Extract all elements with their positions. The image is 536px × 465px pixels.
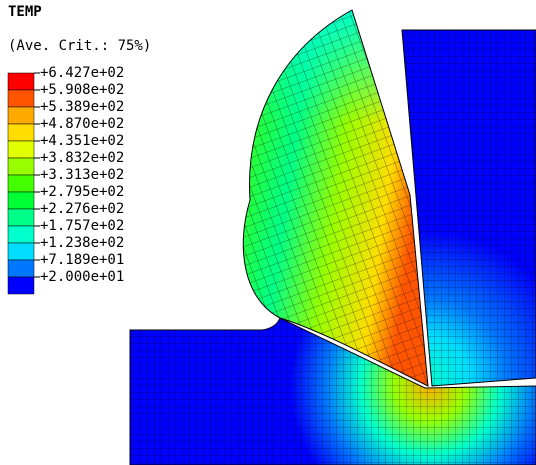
- legend-swatch: [7, 157, 35, 176]
- legend-label: +4.870e+02: [40, 116, 124, 132]
- legend-label: +3.313e+02: [40, 167, 124, 183]
- legend-swatch: [7, 140, 35, 159]
- legend-swatch: [7, 208, 35, 227]
- legend-title: TEMP: [8, 4, 42, 20]
- legend-swatch: [7, 225, 35, 244]
- legend-label: +3.832e+02: [40, 150, 124, 166]
- tool: [401, 29, 536, 387]
- legend: TEMP (Ave. Crit.: 75%) +6.427e+02+5.908e…: [7, 4, 151, 295]
- legend-subtitle: (Ave. Crit.: 75%): [8, 38, 151, 54]
- legend-swatch: [7, 106, 35, 125]
- workpiece: [129, 317, 536, 465]
- legend-label: +6.427e+02: [40, 65, 124, 81]
- chip: [242, 9, 429, 387]
- legend-label: +5.908e+02: [40, 82, 124, 98]
- legend-swatch: [7, 89, 35, 108]
- legend-swatch: [7, 242, 35, 261]
- legend-label: +1.238e+02: [40, 235, 124, 251]
- legend-label: +7.189e+01: [40, 252, 124, 268]
- legend-label: +2.795e+02: [40, 184, 124, 200]
- legend-swatch: [7, 259, 35, 278]
- legend-swatch: [7, 276, 35, 295]
- legend-label: +2.000e+01: [40, 269, 124, 285]
- legend-label: +1.757e+02: [40, 218, 124, 234]
- legend-label: +4.351e+02: [40, 133, 124, 149]
- legend-swatch: [7, 123, 35, 142]
- legend-label: +2.276e+02: [40, 201, 124, 217]
- legend-label: +5.389e+02: [40, 99, 124, 115]
- legend-swatch: [7, 174, 35, 193]
- legend-swatch: [7, 191, 35, 210]
- legend-swatch: [7, 72, 35, 91]
